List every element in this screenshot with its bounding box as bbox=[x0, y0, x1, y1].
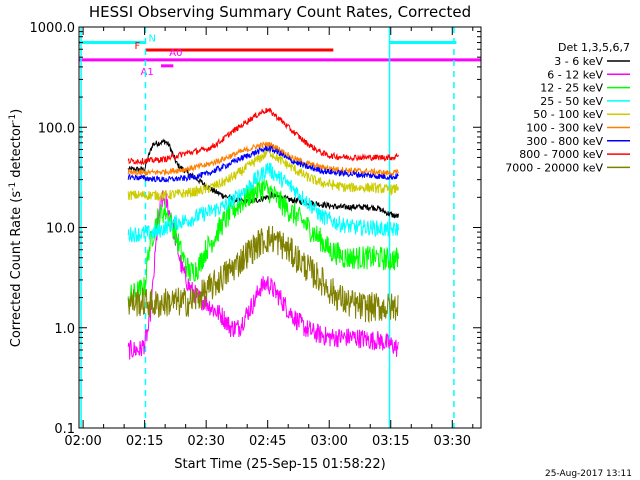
y-tick-label: 0.1 bbox=[54, 422, 75, 437]
legend-entry-label: 7000 - 20000 keV bbox=[505, 161, 603, 174]
y-tick-label: 1.0 bbox=[54, 322, 75, 337]
legend-entry-label: 25 - 50 keV bbox=[540, 95, 603, 108]
series-line bbox=[127, 162, 399, 243]
y-axis-label-group: Corrected Count Rate (s-1 detector-1) bbox=[8, 109, 24, 347]
x-axis-label: Start Time (25-Sep-15 01:58:22) bbox=[174, 457, 385, 472]
flag-label: A0 bbox=[169, 48, 182, 59]
plot-timestamp: 25-Aug-2017 13:11 bbox=[545, 469, 632, 479]
y-tick-label: 1000.0 bbox=[30, 21, 76, 36]
series-line bbox=[127, 107, 399, 166]
x-axis: 02:00 02:15 02:30 02:45 03:00 03:15 03:30 bbox=[64, 27, 474, 449]
chart-title: HESSI Observing Summary Count Rates, Cor… bbox=[89, 3, 471, 21]
y-tick-label: 10.0 bbox=[46, 222, 75, 237]
flag-label: A1 bbox=[141, 67, 154, 78]
legend-entry-label: 50 - 100 keV bbox=[533, 108, 603, 121]
series-line bbox=[127, 144, 399, 184]
flag-label: F bbox=[134, 41, 140, 52]
legend-entry-label: 800 - 7000 keV bbox=[519, 148, 603, 161]
x-tick-label: 02:00 bbox=[64, 434, 101, 449]
y-axis-label: Corrected Count Rate (s-1 detector-1) bbox=[8, 109, 24, 347]
observing-flags: NF A0 A1 bbox=[79, 34, 481, 78]
series-line bbox=[127, 146, 399, 202]
flag-label: N bbox=[148, 34, 155, 45]
series-line bbox=[127, 178, 399, 308]
x-tick-label: 03:00 bbox=[310, 434, 347, 449]
x-tick-label: 03:30 bbox=[434, 434, 471, 449]
legend-entry-label: 300 - 800 keV bbox=[526, 135, 603, 148]
y-axis: 0.1 1.0 10.0 100.0 1000.0 bbox=[30, 21, 481, 437]
series-line bbox=[127, 225, 399, 324]
data-series bbox=[127, 107, 399, 360]
x-tick-label: 02:45 bbox=[249, 434, 286, 449]
x-tick-label: 02:30 bbox=[187, 434, 224, 449]
legend-title: Det 1,3,5,6,7 bbox=[558, 41, 630, 54]
legend-entry-label: 6 - 12 keV bbox=[547, 68, 603, 81]
legend-entry-label: 3 - 6 keV bbox=[554, 55, 603, 68]
y-tick-label: 100.0 bbox=[38, 121, 75, 136]
x-tick-label: 02:15 bbox=[126, 434, 163, 449]
series-line bbox=[127, 141, 399, 177]
legend-entry-label: 100 - 300 keV bbox=[526, 122, 603, 135]
legend-entry-label: 12 - 25 keV bbox=[540, 82, 603, 95]
x-tick-label: 03:15 bbox=[372, 434, 409, 449]
